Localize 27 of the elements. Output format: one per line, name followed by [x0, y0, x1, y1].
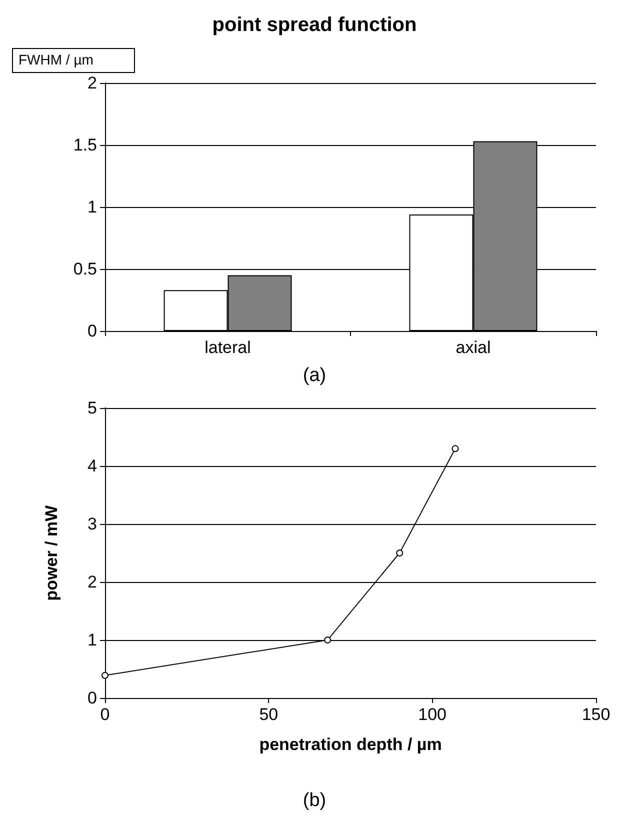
- text: (a): [302, 365, 326, 386]
- y-tick-label: 2: [88, 572, 97, 592]
- y-tick-label: 2: [88, 74, 97, 92]
- x-tick-label: lateral: [204, 338, 251, 357]
- y-tick-label: 5: [88, 398, 97, 418]
- x-tick-label: 100: [418, 705, 447, 724]
- chart-title: point spread function: [212, 14, 417, 36]
- y-tick-label: 1: [88, 630, 97, 650]
- x-tick-label: 50: [259, 705, 278, 724]
- y-axis-title: power / mW: [42, 504, 61, 601]
- point: [324, 636, 332, 644]
- point: [102, 672, 108, 679]
- y-tick-label: 3: [88, 514, 97, 534]
- y-tick-label: 4: [88, 456, 97, 476]
- x-axis-title: penetration depth / µm: [259, 735, 442, 754]
- text: (b): [302, 790, 326, 811]
- point: [452, 445, 459, 452]
- x-tick-label: 0: [100, 705, 110, 724]
- y-tick-label: 1.5: [73, 136, 97, 154]
- y-tick-label: 0: [88, 322, 97, 340]
- x-tick-label: 150: [582, 705, 610, 724]
- y-tick-label: 1: [88, 198, 97, 216]
- y-axis-title: FWHM / µm: [18, 52, 94, 68]
- y-tick-label: 0: [88, 688, 97, 708]
- y-tick-label: 0.5: [73, 260, 97, 278]
- x-tick-label: axial: [456, 338, 491, 357]
- point: [396, 550, 404, 556]
